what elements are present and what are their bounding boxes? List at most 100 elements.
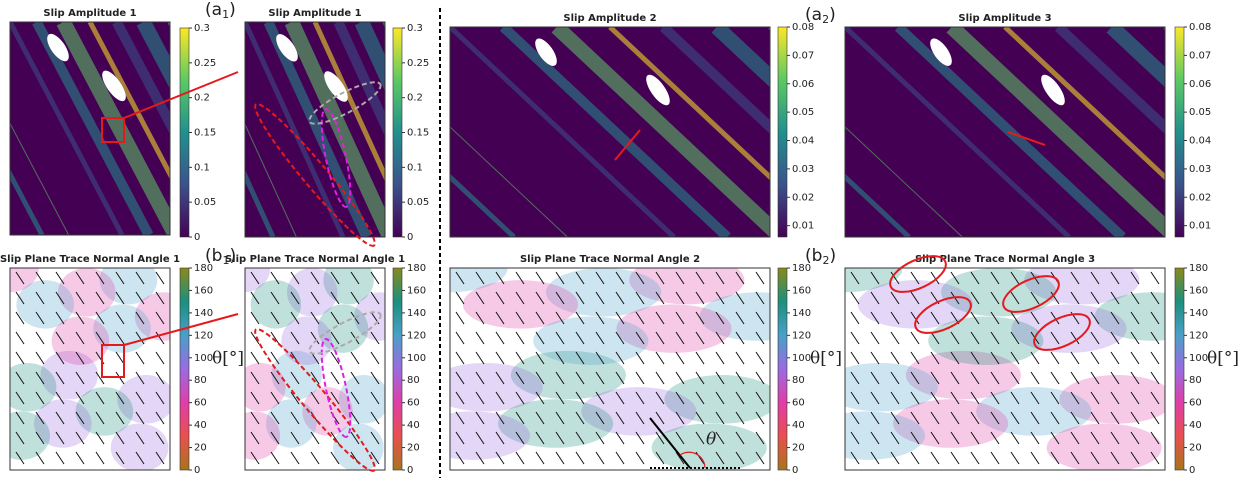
trace-segment [95, 331, 105, 345]
trace-segment [250, 451, 260, 465]
trace-segment [615, 351, 625, 365]
trace-segment [735, 371, 745, 385]
colorbar-tick-label: 60 [792, 398, 805, 409]
trace-segment [455, 331, 465, 345]
trace-segment [990, 371, 1000, 385]
trace-segment [635, 331, 645, 345]
trace-segment [695, 271, 705, 285]
colorbar-tick-label: 40 [1189, 420, 1202, 431]
trace-segment [1070, 411, 1080, 425]
trace-segment [95, 431, 105, 445]
trace-segment [270, 371, 280, 385]
trace-segment [55, 291, 65, 305]
trace-segment [250, 311, 260, 325]
trace-segment [55, 411, 65, 425]
chart-title: Slip Amplitude 1 [43, 8, 136, 19]
masked-region [102, 70, 126, 102]
heatmap-image [845, 27, 1165, 237]
trace-segment [515, 371, 525, 385]
annotation: θ [706, 430, 716, 450]
trace-segment [735, 351, 745, 365]
heatmap-blob [75, 387, 134, 436]
chart-panel: Slip Amplitude 2 0.01 0.02 0.03 0.04 0.05 0.06… [449, 13, 814, 238]
heatmap-streak [1003, 27, 1165, 181]
trace-segment [1090, 371, 1100, 385]
trace-segment [755, 291, 765, 305]
colorbar-tick-label: 160 [407, 285, 426, 296]
trace-segment [930, 271, 940, 285]
trace-segment [850, 431, 860, 445]
heatmap-blob [616, 304, 732, 353]
colorbar-tick-label: 0.2 [194, 93, 210, 104]
trace-segment [290, 271, 300, 285]
trace-segment [715, 371, 725, 385]
trace-segment [930, 391, 940, 405]
colorbar-tick-label: 0 [194, 465, 200, 476]
colorbar-tick-label: 120 [407, 330, 426, 341]
trace-segment [370, 291, 380, 305]
colorbar-tick-label: 160 [1189, 285, 1208, 296]
trace-segment [675, 451, 685, 465]
trace-segment [595, 311, 605, 325]
heatmap-blob [10, 362, 57, 412]
colorbar-tick-label: 160 [792, 285, 811, 296]
trace-segment [495, 371, 505, 385]
trace-segment [55, 391, 65, 405]
trace-segment [655, 331, 665, 345]
trace-segment [990, 431, 1000, 445]
trace-segment [95, 371, 105, 385]
trace-segment [475, 431, 485, 445]
trace-segment [75, 391, 85, 405]
trace-segment [970, 411, 980, 425]
trace-segment [135, 311, 145, 325]
trace-segment [535, 371, 545, 385]
trace-segment [15, 271, 25, 285]
trace-segment [290, 291, 300, 305]
trace-segment [1030, 431, 1040, 445]
trace-segment [910, 371, 920, 385]
heatmap-streak [659, 27, 770, 134]
heatmap-streak [450, 126, 568, 237]
trace-segment [270, 311, 280, 325]
trace-segment [515, 311, 525, 325]
trace-segment [1150, 271, 1160, 285]
ellipse [320, 338, 352, 438]
heatmap-background [10, 268, 170, 470]
trace-segment [675, 351, 685, 365]
trace-segment [35, 371, 45, 385]
trace-segment [455, 391, 465, 405]
trace-segment [455, 451, 465, 465]
masked-region [535, 38, 557, 66]
heatmap-streak [845, 173, 911, 237]
trace-segment [555, 331, 565, 345]
colorbar-tick-label: 0.01 [792, 221, 814, 232]
heatmap-streak [1106, 27, 1165, 88]
colorbar-tick-label: 0.03 [792, 164, 814, 175]
trace-segment [735, 431, 745, 445]
heatmap-streak [312, 22, 385, 182]
trace-segment [575, 331, 585, 345]
trace-segment [115, 391, 125, 405]
trace-segment [75, 371, 85, 385]
heatmap-streak [245, 169, 276, 237]
trace-segment [970, 311, 980, 325]
trace-segment [75, 271, 85, 285]
trace-segment [515, 411, 525, 425]
heatmap-blob [699, 292, 770, 341]
heatmap-streak [112, 22, 170, 135]
trace-segment [330, 391, 340, 405]
colorbar-tick-label: 180 [792, 263, 811, 274]
colorbar-tick-label: 0 [1189, 465, 1195, 476]
trace-segment [1010, 311, 1020, 325]
trace-segment [615, 411, 625, 425]
trace-segment [1150, 371, 1160, 385]
trace-segment [55, 351, 65, 365]
heatmap-blob [450, 411, 530, 460]
trace-segment [310, 431, 320, 445]
heatmap-streak [10, 122, 70, 235]
colorbar-tick-label: 180 [1189, 263, 1208, 274]
trace-segment [695, 411, 705, 425]
trace-segment [515, 351, 525, 365]
trace-segment [535, 271, 545, 285]
trace-segment [1130, 431, 1140, 445]
